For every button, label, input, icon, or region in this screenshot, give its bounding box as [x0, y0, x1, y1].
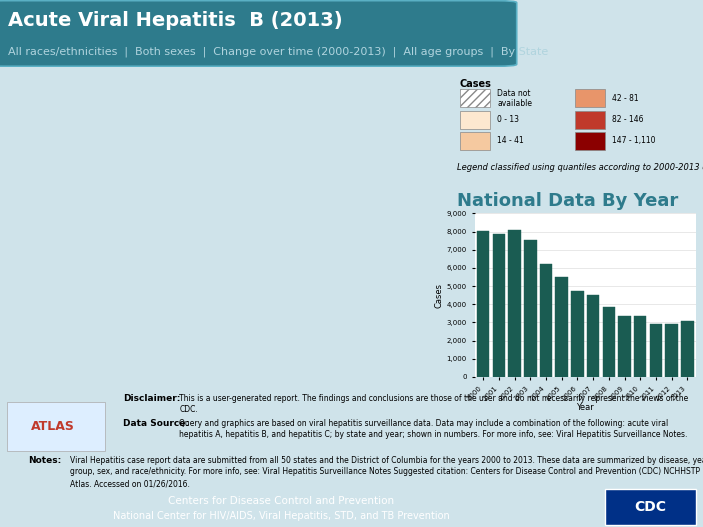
Text: Data Source:: Data Source:	[123, 418, 189, 427]
Text: This is a user-generated report. The findings and conclusions are those of the u: This is a user-generated report. The fin…	[179, 394, 688, 414]
Bar	[493, 235, 505, 377]
Text: All races/ethnicities  |  Both sexes  |  Change over time (2000-2013)  |  All ag: All races/ethnicities | Both sexes | Cha…	[8, 47, 548, 57]
Bar	[575, 132, 605, 150]
Bar	[665, 324, 678, 377]
Bar	[460, 111, 490, 129]
Text: ATLAS: ATLAS	[31, 420, 75, 433]
Bar	[575, 90, 605, 108]
Y-axis label: Cases: Cases	[435, 282, 444, 308]
Bar	[650, 324, 662, 377]
X-axis label: Year: Year	[576, 403, 594, 412]
Bar	[634, 316, 647, 377]
Bar	[508, 230, 521, 377]
Bar	[540, 264, 553, 377]
Text: Acute Viral Hepatitis  B (2013): Acute Viral Hepatitis B (2013)	[8, 11, 343, 30]
Bar	[681, 321, 694, 377]
Text: Disclaimer:: Disclaimer:	[123, 394, 181, 403]
FancyBboxPatch shape	[0, 1, 517, 66]
Text: Cases: Cases	[460, 79, 492, 89]
Bar	[571, 291, 583, 377]
Text: Data not
available: Data not available	[497, 89, 532, 108]
Bar	[587, 295, 600, 377]
Text: Notes:: Notes:	[28, 455, 61, 465]
Text: Viral Hepatitis case report data are submitted from all 50 states and the Distri: Viral Hepatitis case report data are sub…	[70, 455, 703, 488]
Text: 42 - 81: 42 - 81	[612, 94, 639, 103]
Bar	[7, 402, 105, 451]
Text: National Center for HIV/AIDS, Viral Hepatitis, STD, and TB Prevention: National Center for HIV/AIDS, Viral Hepa…	[112, 511, 450, 521]
Bar	[605, 490, 696, 525]
Text: Centers for Disease Control and Prevention: Centers for Disease Control and Preventi…	[168, 496, 394, 506]
Text: Query and graphics are based on viral hepatitis surveillance data. Data may incl: Query and graphics are based on viral he…	[179, 418, 688, 440]
Bar	[460, 132, 490, 150]
Bar	[555, 277, 568, 377]
Text: 82 - 146: 82 - 146	[612, 115, 644, 124]
Text: National Data By Year: National Data By Year	[458, 192, 678, 210]
Bar	[460, 90, 490, 108]
Text: CDC: CDC	[634, 500, 666, 514]
Bar	[618, 316, 631, 377]
Bar	[575, 111, 605, 129]
Text: 0 - 13: 0 - 13	[497, 115, 520, 124]
Bar	[602, 307, 615, 377]
Text: 14 - 41: 14 - 41	[497, 136, 524, 145]
Text: Legend classified using quantiles according to 2000-2013 data.: Legend classified using quantiles accord…	[458, 162, 703, 172]
Bar	[477, 231, 489, 377]
Bar	[524, 240, 536, 377]
Text: 147 - 1,110: 147 - 1,110	[612, 136, 656, 145]
